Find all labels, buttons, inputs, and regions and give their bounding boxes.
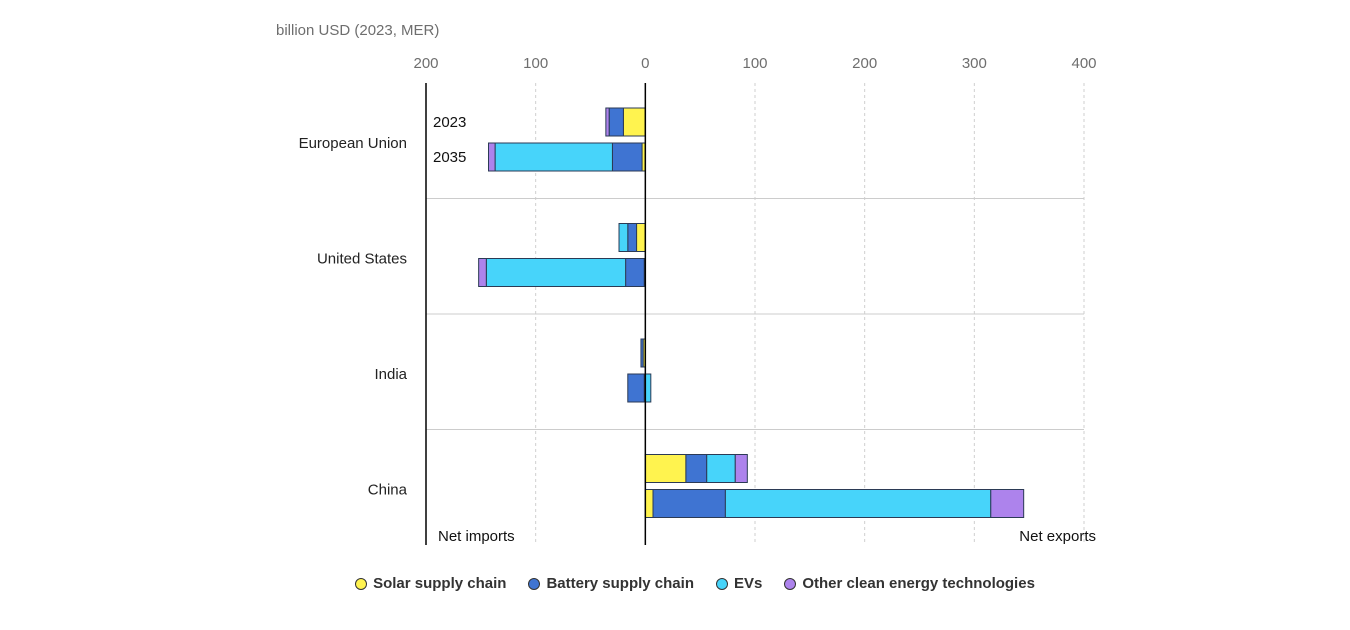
legend-label: Solar supply chain	[373, 575, 507, 592]
bar-segment	[734, 454, 748, 483]
x-tick-label: 200	[413, 55, 438, 72]
bar-segment	[636, 223, 646, 252]
bar-segment	[605, 107, 610, 137]
bar-segment	[485, 258, 627, 287]
bar-segment	[990, 489, 1025, 518]
bar-segment	[618, 223, 629, 252]
bar-segment	[627, 373, 645, 403]
net-imports-label: Net imports	[438, 528, 515, 545]
legend-item: Solar supply chain	[355, 575, 506, 592]
bar-segment	[622, 107, 646, 137]
legend-swatch	[715, 577, 728, 590]
y-axis-title: billion USD (2023, MER)	[276, 22, 440, 39]
x-tick-label: 100	[742, 55, 767, 72]
bar-segment	[644, 373, 652, 403]
category-label: China	[368, 482, 408, 499]
legend-label: Other clean energy technologies	[802, 575, 1035, 592]
bar-segment	[706, 454, 736, 483]
legend-swatch	[528, 577, 541, 590]
bar-segment	[494, 142, 613, 172]
bar-segment	[644, 454, 687, 483]
x-tick-label: 400	[1071, 55, 1096, 72]
bar-segment	[644, 489, 654, 518]
legend-swatch	[355, 577, 368, 590]
bar-segment	[625, 258, 645, 287]
bar-segment	[478, 258, 487, 287]
x-tick-label: 200	[852, 55, 877, 72]
bar-segment	[640, 338, 644, 368]
legend-label: Battery supply chain	[546, 575, 694, 592]
x-tick-label: 300	[962, 55, 987, 72]
category-label: European Union	[299, 135, 407, 152]
bar-segment	[611, 142, 643, 172]
bar-segment	[724, 489, 992, 518]
category-label: India	[374, 366, 407, 383]
year-label: 2023	[433, 114, 466, 131]
category-label: United States	[317, 251, 407, 268]
legend-item: EVs	[715, 575, 763, 592]
net-exports-label: Net exports	[1019, 528, 1096, 545]
legend-label: EVs	[733, 575, 763, 592]
bar-segment	[652, 489, 726, 518]
bar-segment	[685, 454, 708, 483]
bar-segment	[608, 107, 624, 137]
x-tick-label: 0	[641, 55, 649, 72]
legend-item: Other clean energy technologies	[784, 575, 1035, 592]
bar-segment	[627, 223, 638, 252]
year-label: 2035	[433, 149, 466, 166]
legend-item: Battery supply chain	[528, 575, 694, 592]
legend: Solar supply chain Battery supply chain EV…	[0, 575, 1350, 592]
x-tick-label: 100	[523, 55, 548, 72]
legend-swatch	[784, 577, 797, 590]
bar-segment	[488, 142, 496, 172]
